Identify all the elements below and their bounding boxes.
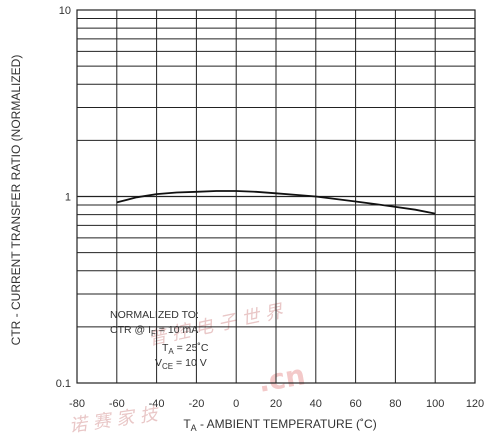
- normalization-note: NORMALIZED TO: CTR @ IF = 10 mA TA = 25˚…: [110, 309, 209, 371]
- note-line-1: NORMALIZED TO:: [110, 309, 199, 321]
- x-tick-label: 100: [426, 398, 444, 410]
- series-line: [116, 190, 436, 215]
- x-tick-label: -60: [109, 398, 125, 410]
- note-line-3: TA = 25˚C: [162, 342, 209, 356]
- x-tick-label: 80: [389, 398, 401, 410]
- x-tick-label: -20: [188, 398, 204, 410]
- x-tick-label: -40: [149, 398, 165, 410]
- x-tick-label: 0: [233, 398, 239, 410]
- svg-text:.cn: .cn: [255, 358, 307, 399]
- x-tick-label: 40: [310, 398, 322, 410]
- y-axis-title: CTR - CURRENT TRANSFER RATIO (NORMALIZED…: [9, 55, 23, 346]
- x-tick-labels: -80 -60 -40 -20 0 20 40 60 80 100 120: [69, 398, 484, 410]
- x-tick-label: 120: [466, 398, 484, 410]
- x-tick-label: -80: [69, 398, 85, 410]
- x-tick-label: 60: [349, 398, 361, 410]
- note-line-4: VCE = 10 V: [155, 357, 207, 371]
- y-tick-labels: 0.1 1 10: [56, 5, 71, 390]
- y-tick-label: 0.1: [56, 378, 71, 390]
- note-line-2: CTR @ IF = 10 mA: [110, 324, 198, 338]
- x-axis-title: TA - AMBIENT TEMPERATURE (˚C): [183, 417, 376, 433]
- plot-frame: [76, 9, 476, 384]
- y-tick-label: 1: [65, 192, 71, 204]
- grid: [77, 10, 475, 383]
- x-tick-label: 20: [270, 398, 282, 410]
- y-tick-label: 10: [59, 5, 71, 17]
